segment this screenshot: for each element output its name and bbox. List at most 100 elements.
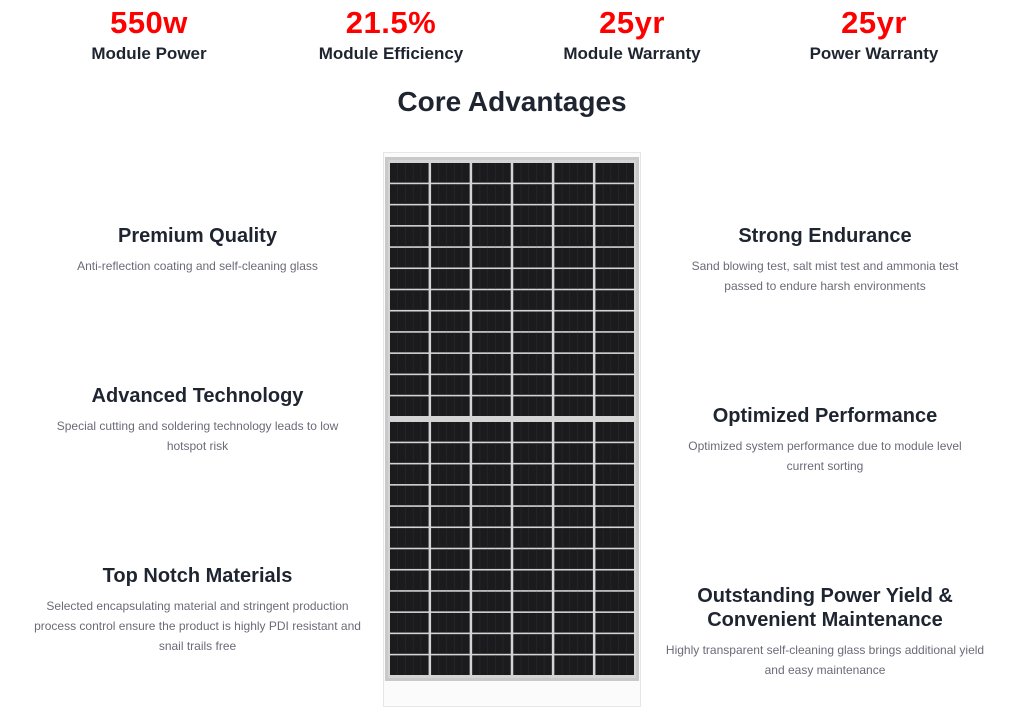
solar-cell [472,528,511,548]
solar-cell [431,422,470,442]
solar-cell [595,375,634,395]
solar-cell [390,247,429,268]
solar-cell [390,269,429,289]
stat-label: Module Warranty [563,44,701,63]
solar-cell [431,570,470,591]
solar-cell [390,485,429,506]
solar-cell [595,163,634,183]
solar-cell [390,655,429,675]
solar-cell [431,375,470,395]
solar-cell [513,655,552,675]
solar-cell [390,591,429,612]
solar-cell [431,655,470,675]
solar-cell [554,612,593,633]
solar-cell [595,443,634,463]
stat-value: 21.5% [345,5,437,40]
solar-cell [595,634,634,654]
solar-cell [390,422,429,442]
solar-cell [554,332,593,353]
solar-cell [390,353,429,374]
solar-cell [390,570,429,591]
stat-module-warranty: 25yr Module Warranty [522,4,742,66]
feature-top-notch-materials: Top Notch Materials Selected encapsulati… [30,564,365,656]
solar-cell [595,353,634,374]
solar-cell [431,506,470,527]
solar-cell [472,655,511,675]
solar-cell [472,443,511,463]
solar-cell [595,464,634,485]
solar-cell [472,353,511,374]
solar-cell [595,290,634,310]
solar-cell [513,485,552,506]
feature-description: Sand blowing test, salt mist test and am… [691,259,959,293]
solar-cell [513,570,552,591]
solar-cell [554,570,593,591]
solar-cell [595,591,634,612]
solar-cell [472,205,511,226]
solar-cell [513,422,552,442]
solar-cell [390,396,429,416]
solar-cell [390,163,429,183]
solar-cell [554,634,593,654]
solar-cell [390,290,429,310]
solar-cell [431,332,470,353]
solar-cell [390,634,429,654]
solar-cell [513,205,552,226]
solar-cell [554,443,593,463]
solar-cell [554,528,593,548]
solar-cell [554,163,593,183]
stat-label: Module Efficiency [318,44,464,63]
solar-cell [431,353,470,374]
stat-value: 550w [110,5,188,40]
solar-cell [595,247,634,268]
solar-cell [513,332,552,353]
solar-cell [390,506,429,527]
solar-cell [472,634,511,654]
solar-cell [390,612,429,633]
solar-cell [513,443,552,463]
section-title: Core Advantages [397,86,627,117]
solar-cell [513,247,552,268]
solar-cell [431,549,470,569]
solar-cell [390,464,429,485]
solar-cell [595,422,634,442]
solar-cell [554,591,593,612]
solar-cell [472,163,511,183]
solar-cell [513,612,552,633]
solar-cell [431,184,470,204]
solar-cell [431,464,470,485]
solar-cell [472,332,511,353]
solar-cell [472,422,511,442]
solar-cell [554,485,593,506]
solar-cell [390,549,429,569]
feature-strong-endurance: Strong Endurance Sand blowing test, salt… [660,224,990,296]
solar-cell [554,353,593,374]
feature-description: Selected encapsulating material and stri… [34,599,361,653]
solar-cell [390,226,429,247]
solar-cell [431,612,470,633]
stat-module-power: 550w Module Power [39,4,259,66]
solar-cell [472,184,511,204]
solar-cell [554,396,593,416]
solar-cell [513,311,552,332]
solar-cell [472,375,511,395]
solar-cell [472,485,511,506]
stat-power-warranty: 25yr Power Warranty [764,4,984,66]
solar-cell [554,269,593,289]
solar-cell [431,396,470,416]
solar-cell [554,549,593,569]
solar-cell [513,375,552,395]
solar-cell [472,570,511,591]
solar-cell [513,184,552,204]
solar-cell [431,443,470,463]
feature-premium-quality: Premium Quality Anti-reflection coating … [30,224,365,276]
solar-cell [513,464,552,485]
solar-cell [472,549,511,569]
solar-cell [390,205,429,226]
solar-cell [431,591,470,612]
solar-cell [513,290,552,310]
solar-cell [513,549,552,569]
solar-cell [513,396,552,416]
solar-cell [554,184,593,204]
solar-cell [513,506,552,527]
